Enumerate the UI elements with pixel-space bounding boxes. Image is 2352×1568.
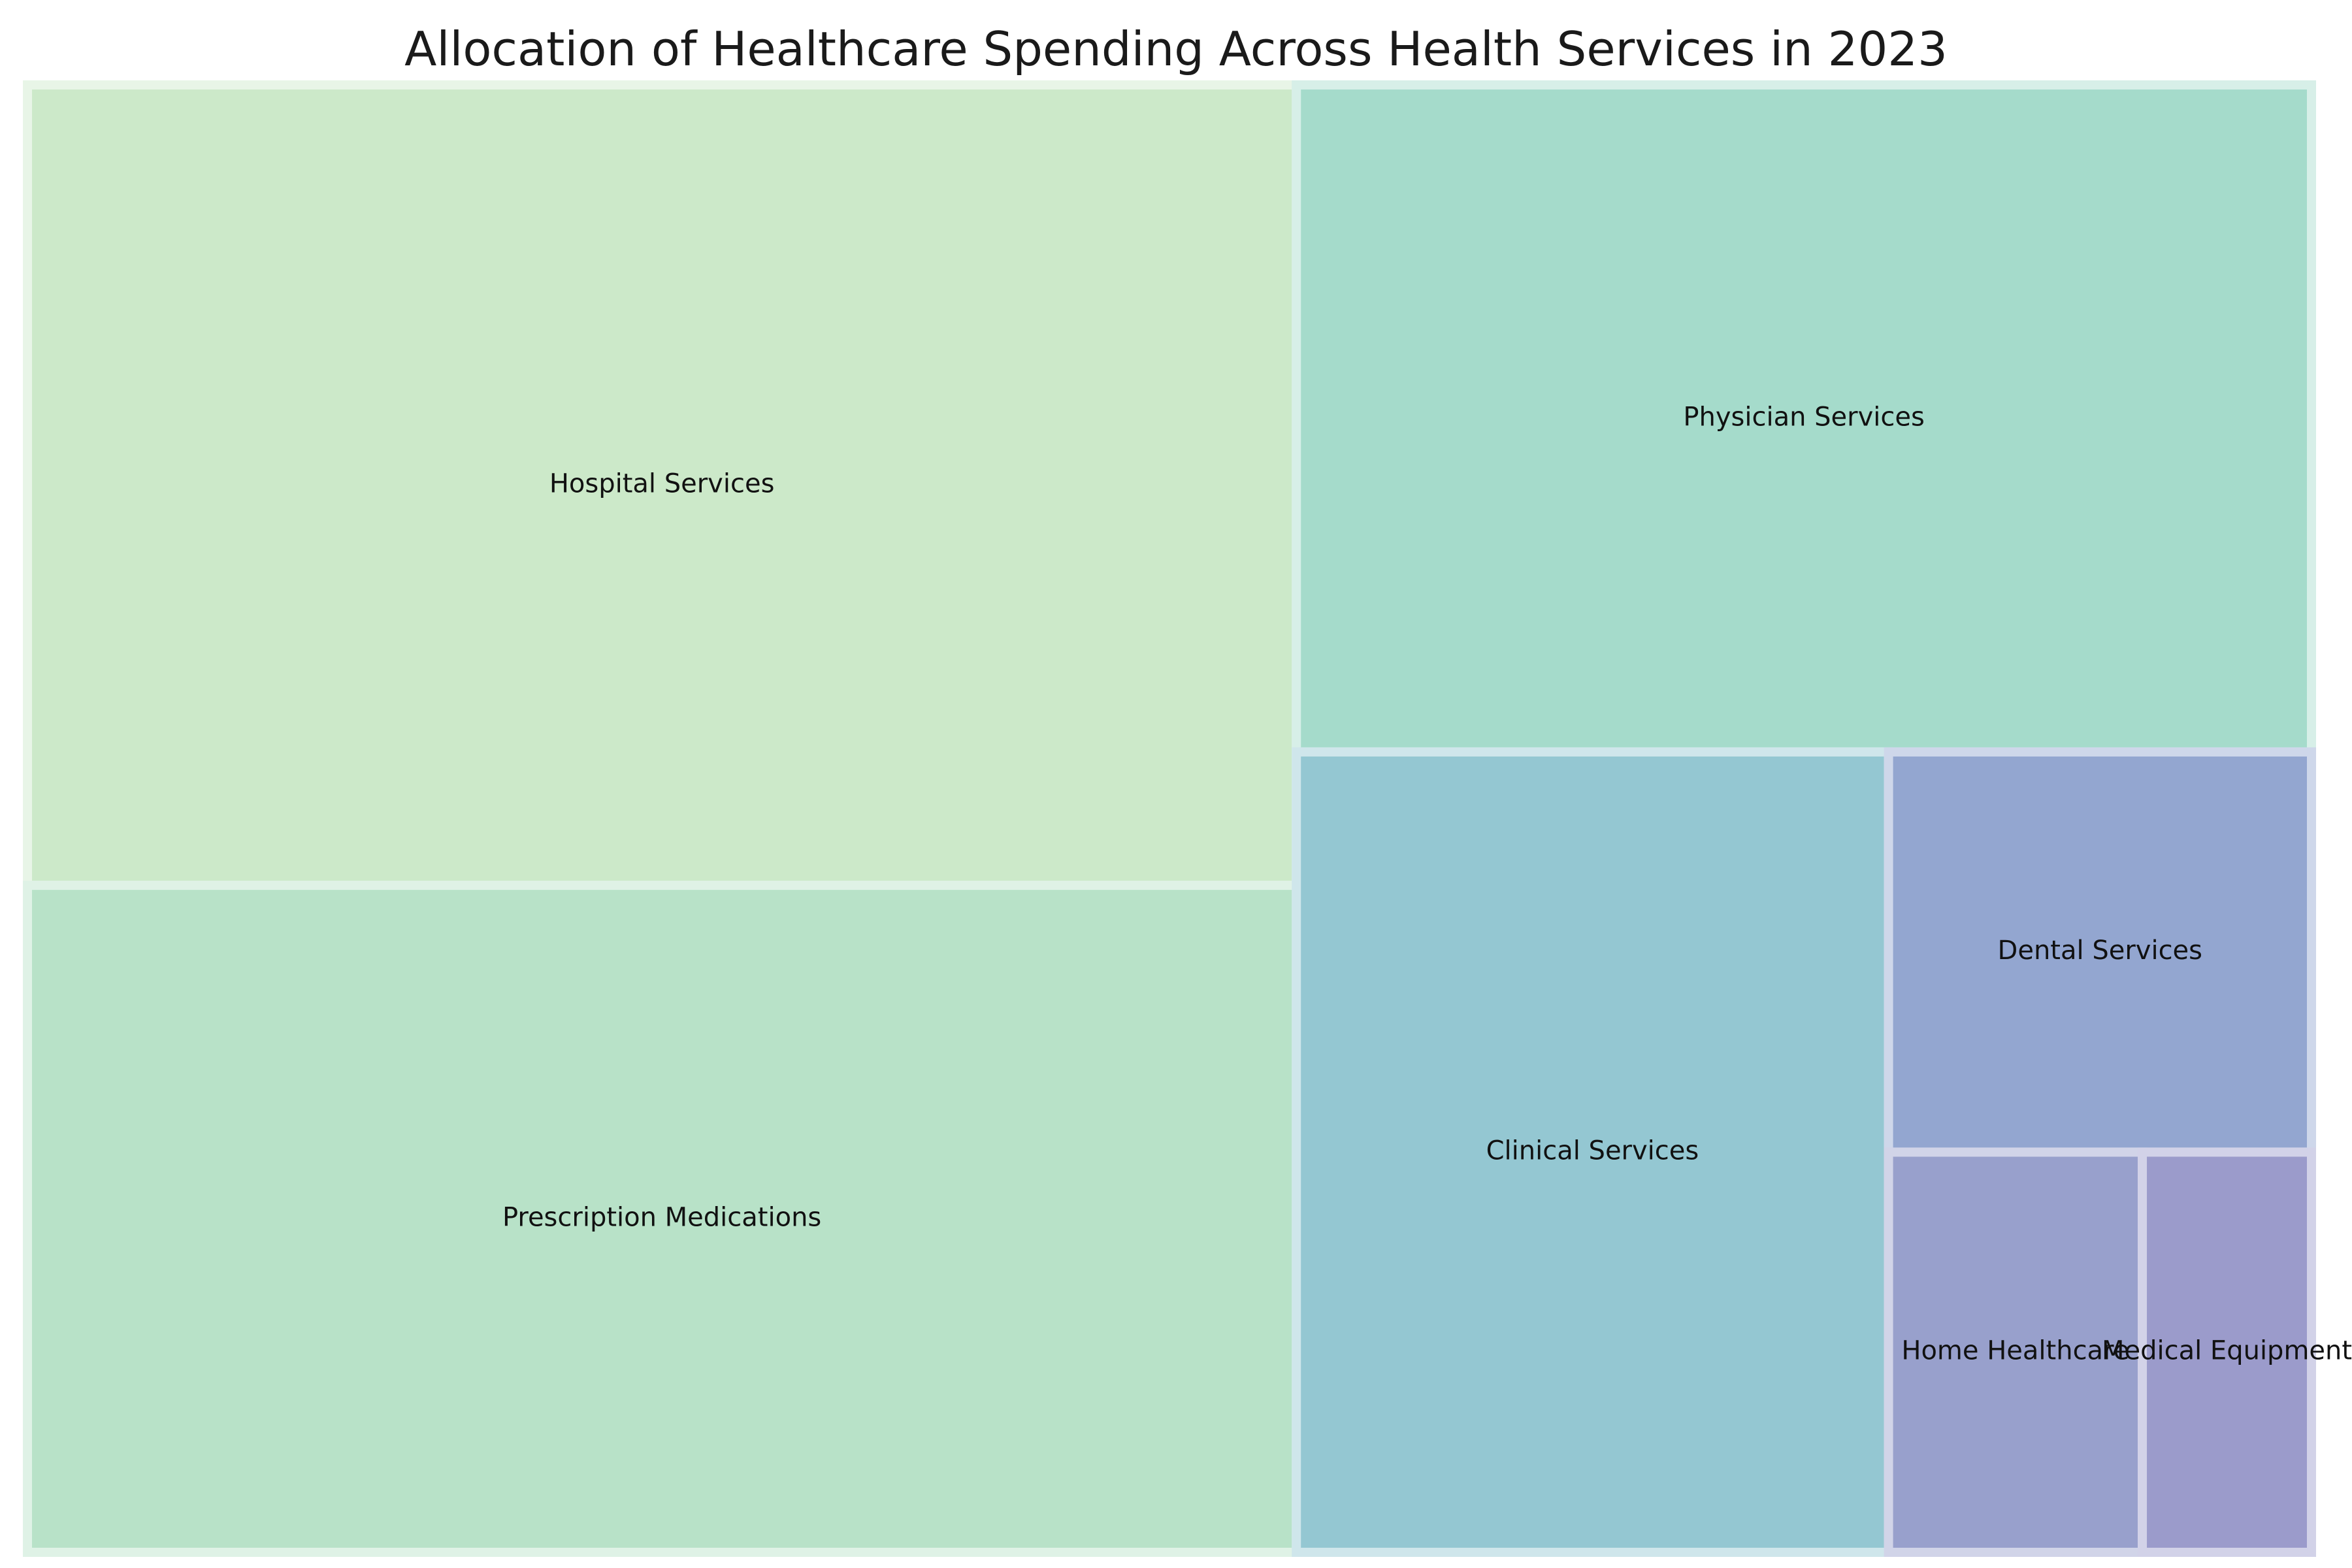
tile-clinical-services [1292, 747, 1893, 1557]
treemap-labels: Hospital Services Prescription Medication… [502, 402, 2352, 1365]
tile-label-clinical-services: Clinical Services [1486, 1135, 1699, 1166]
tile-label-medical-equipment: Medical Equipment [2102, 1336, 2352, 1366]
treemap-tiles [23, 80, 2317, 1558]
tile-label-dental-services: Dental Services [1998, 936, 2202, 966]
tile-medical-equipment [2138, 1147, 2317, 1558]
tile-physician-services [1292, 80, 2316, 757]
tile-label-hospital-services: Hospital Services [549, 469, 775, 499]
tile-label-prescription-medications: Prescription Medications [502, 1203, 821, 1233]
chart-title: Allocation of Healthcare Spending Across… [404, 22, 1948, 76]
tile-label-physician-services: Physician Services [1683, 402, 1924, 432]
tile-label-home-healthcare: Home Healthcare [1901, 1336, 2129, 1366]
tile-hospital-services [23, 80, 1301, 890]
tile-home-healthcare [1884, 1147, 2148, 1558]
tile-prescription-medications [23, 881, 1301, 1558]
